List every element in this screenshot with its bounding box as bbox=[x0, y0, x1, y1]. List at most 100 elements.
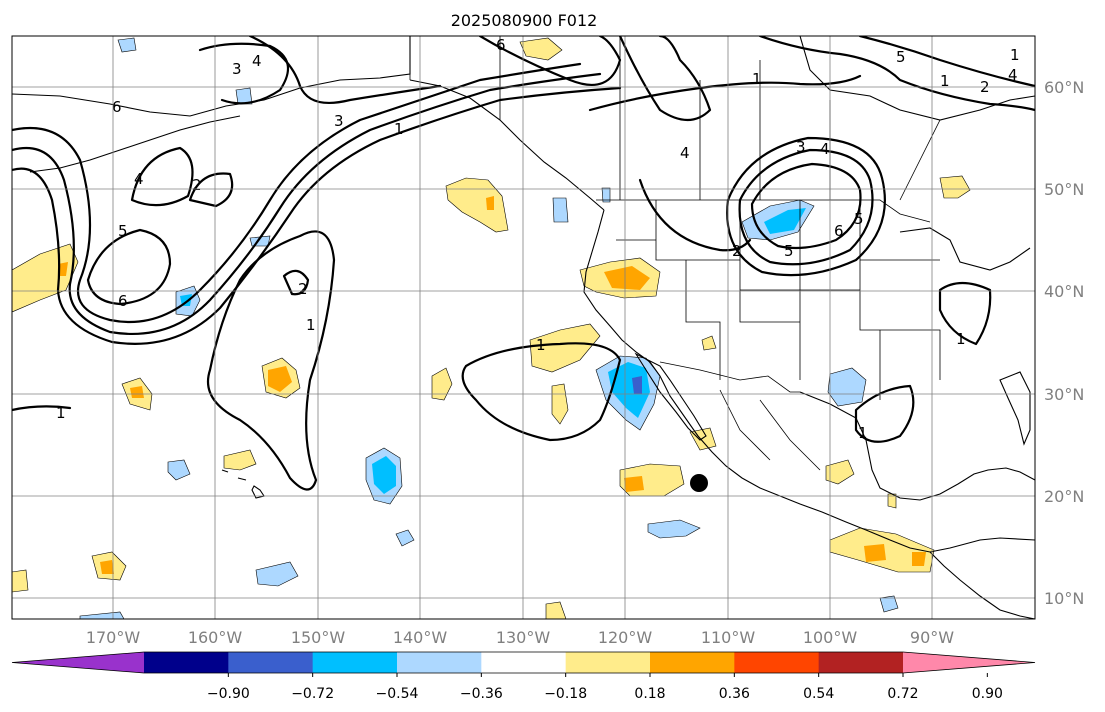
contour-label: 5 bbox=[784, 242, 794, 260]
contour-line bbox=[282, 269, 310, 296]
positive-anomaly-core bbox=[486, 196, 494, 210]
negative-anomaly-patch bbox=[395, 529, 415, 547]
contour-line bbox=[206, 230, 336, 491]
central-america-coast bbox=[929, 551, 1035, 619]
us-canada-border bbox=[596, 199, 931, 223]
colorbar-tick-label: −0.90 bbox=[207, 686, 250, 702]
positive-anomaly-patch bbox=[939, 175, 971, 199]
contour-label: 6 bbox=[496, 36, 506, 54]
contour-label: 1 bbox=[56, 404, 66, 422]
contour-line bbox=[854, 384, 915, 443]
contour-label: 3 bbox=[796, 138, 806, 156]
contour-line bbox=[738, 148, 874, 266]
colorbar-extend-high bbox=[903, 652, 1035, 673]
contour-line bbox=[588, 74, 862, 112]
positive-anomaly-patch bbox=[887, 493, 897, 509]
lon-label: 100°W bbox=[803, 628, 858, 647]
lat-label: 30°N bbox=[1044, 385, 1084, 404]
map-background bbox=[12, 36, 1035, 619]
positive-anomaly-core bbox=[58, 262, 68, 276]
florida-coast bbox=[999, 371, 1031, 446]
colorbar: −0.90 −0.72 −0.54 −0.36 −0.18 0.18 0.36 0.54 0.7… bbox=[11, 651, 1036, 702]
positive-anomaly-patch bbox=[223, 449, 257, 471]
contour-label: 1 bbox=[536, 336, 546, 354]
negative-anomaly-core bbox=[180, 294, 192, 306]
colorbar-segment bbox=[734, 652, 820, 673]
canada-province-lines bbox=[499, 36, 941, 201]
contour-line bbox=[858, 36, 1035, 88]
colorbar-segment bbox=[818, 652, 904, 673]
lat-label: 60°N bbox=[1044, 78, 1084, 97]
contour-label: 1 bbox=[858, 424, 868, 442]
colorbar-tick-label: 0.54 bbox=[803, 686, 834, 702]
contour-layer bbox=[12, 36, 1035, 491]
contour-label: 1 bbox=[752, 70, 762, 88]
graticule bbox=[12, 36, 1035, 619]
negative-anomaly-core bbox=[608, 362, 650, 418]
lon-label: 110°W bbox=[701, 628, 756, 647]
lon-label: 90°W bbox=[910, 628, 954, 647]
mexico-state-lines bbox=[719, 389, 821, 471]
contour-label: 3 bbox=[334, 112, 344, 130]
negative-anomaly-core bbox=[764, 208, 806, 234]
contour-label: 1 bbox=[940, 72, 950, 90]
lon-label: 170°W bbox=[86, 628, 141, 647]
contour-label: 6 bbox=[118, 292, 128, 310]
contour-label: 4 bbox=[1008, 66, 1018, 84]
negative-anomaly-inner bbox=[632, 376, 642, 394]
contour-line bbox=[248, 36, 442, 104]
contour-line bbox=[12, 72, 602, 336]
negative-anomaly-patch bbox=[167, 459, 191, 481]
positive-anomaly-patch bbox=[825, 459, 855, 485]
positive-anomaly-patch bbox=[529, 323, 601, 373]
contour-label: 4 bbox=[252, 52, 262, 70]
lat-label: 40°N bbox=[1044, 282, 1084, 301]
contour-line bbox=[188, 172, 234, 208]
colorbar-tick-label: 0.72 bbox=[887, 686, 918, 702]
contour-line bbox=[86, 228, 172, 306]
contour-label: 5 bbox=[896, 48, 906, 66]
contour-label: 5 bbox=[118, 222, 128, 240]
colorbar-tick-label: −0.36 bbox=[460, 686, 503, 702]
baja-california bbox=[634, 352, 707, 441]
contour-label-layer: 6 5 4 1 3 6 1 2 4 3 4 6 5 4 2 5 4 5 6 2 … bbox=[56, 36, 1020, 442]
colorbar-segment bbox=[228, 652, 314, 673]
contour-line bbox=[12, 86, 622, 345]
hudson-bay-coast bbox=[799, 36, 1035, 121]
positive-anomaly-core bbox=[130, 386, 144, 398]
contour-label: 6 bbox=[112, 98, 122, 116]
lon-label: 160°W bbox=[188, 628, 243, 647]
negative-anomaly-patch bbox=[552, 197, 569, 223]
great-lakes bbox=[899, 227, 1031, 271]
lon-label: 120°W bbox=[598, 628, 653, 647]
contour-line bbox=[750, 162, 862, 250]
north-america-west-coast bbox=[583, 209, 1035, 553]
contour-label: 1 bbox=[956, 330, 966, 348]
map-frame bbox=[11, 35, 1036, 620]
contour-line bbox=[638, 178, 752, 252]
hawaii-islands bbox=[221, 469, 265, 499]
positive-anomaly-patch bbox=[12, 569, 29, 593]
contour-label: 1 bbox=[394, 120, 404, 138]
map-area: 6 5 4 1 3 6 1 2 4 3 4 6 5 4 2 5 4 5 6 2 … bbox=[12, 36, 1035, 619]
contour-label: 2 bbox=[298, 280, 308, 298]
positive-anomaly-core bbox=[864, 544, 886, 562]
negative-anomaly-patch bbox=[235, 87, 253, 105]
gulf-of-mexico-coast bbox=[799, 391, 1035, 501]
contour-line bbox=[938, 281, 992, 346]
colorbar-segment bbox=[481, 652, 567, 673]
us-mexico-border bbox=[659, 361, 800, 393]
map-title: 2025080900 F012 bbox=[451, 11, 598, 30]
border-layer bbox=[409, 36, 941, 471]
contour-line bbox=[12, 405, 72, 412]
negative-anomaly-patch bbox=[117, 37, 137, 53]
positive-anomaly-patch bbox=[445, 177, 509, 233]
contour-line bbox=[130, 146, 194, 207]
shading-layer bbox=[12, 37, 971, 619]
lon-label: 140°W bbox=[393, 628, 448, 647]
negative-anomaly-core bbox=[372, 456, 396, 494]
aleutian-chain bbox=[29, 115, 241, 173]
colorbar-tick-label: 0.90 bbox=[972, 686, 1003, 702]
colorbar-outline bbox=[11, 651, 1036, 674]
positive-anomaly-core bbox=[100, 560, 114, 574]
